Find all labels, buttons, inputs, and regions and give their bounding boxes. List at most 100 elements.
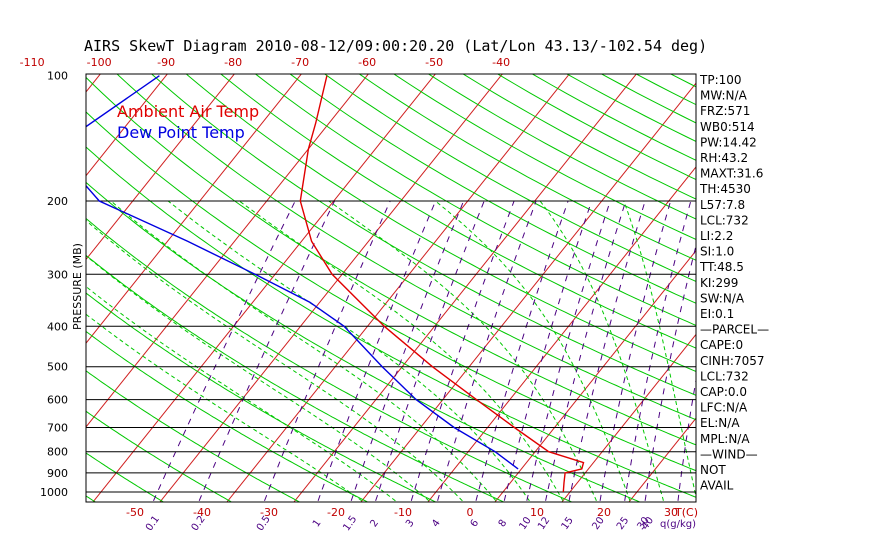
moist-adiabat-line: [239, 200, 564, 502]
dry-adiabat-line: [86, 452, 165, 502]
bottom-temp-tick: -40: [193, 506, 211, 519]
stat-line: CAPE:0: [700, 338, 743, 352]
top-temp-tick: -100: [87, 56, 112, 69]
top-temp-tick: -50: [425, 56, 443, 69]
stat-line: MW:N/A: [700, 89, 748, 103]
mixing-ratio-line: [526, 200, 611, 501]
air-temp-line: [299, 75, 585, 493]
moist-adiabat-line: [86, 255, 430, 502]
mixing-ratio-unit-label: q(g/kg): [660, 519, 696, 530]
isotherm-line: [226, 74, 570, 502]
mixing-ratio-line: [153, 200, 296, 502]
dry-adiabat-line: [0, 57, 33, 506]
y-axis-title: PRESSURE (MB): [71, 243, 84, 330]
mixing-ratio-line: [677, 377, 696, 501]
mixing-ratio-line: [644, 243, 696, 501]
pressure-tick-label: 200: [47, 195, 68, 208]
pressure-tick-label: 800: [47, 446, 68, 459]
mixing-ratio-line: [198, 200, 335, 501]
stat-line: —WIND—: [700, 447, 758, 461]
mixing-ratio-label: 8: [497, 518, 510, 530]
dry-adiabat-line: [86, 217, 574, 502]
dew-point-line: [86, 75, 519, 470]
mixing-ratio-line: [317, 200, 437, 501]
stat-line: EI:0.1: [700, 307, 734, 321]
mixing-ratio-line: [503, 200, 593, 501]
mixing-ratio-label: 2: [368, 518, 381, 530]
pressure-tick-label: 100: [47, 70, 68, 83]
mixing-ratio-label: 15: [560, 515, 576, 532]
stat-line: SI:1.0: [700, 245, 734, 259]
mixing-ratio-line: [568, 200, 646, 501]
dry-adiabat-line: [358, 74, 696, 261]
moist-adiabat-line: [539, 200, 664, 501]
stat-line: LCL:732: [700, 369, 749, 383]
chart-title: AIRS SkewT Diagram 2010-08-12/09:00:20.2…: [84, 37, 707, 55]
top-temp-tick: -70: [291, 56, 309, 69]
pressure-tick-label: 900: [47, 467, 68, 480]
plot-frame: [85, 73, 697, 503]
dry-adiabat-line: [116, 74, 696, 421]
dry-adiabat-line: [86, 370, 301, 502]
pressure-tick-label: 600: [47, 394, 68, 407]
bottom-temp-tick: 30: [664, 506, 678, 519]
dry-adiabat-line: [220, 74, 696, 349]
legend-dew-point: Dew Point Temp: [117, 123, 245, 142]
isotherm-line: [86, 74, 168, 177]
stat-line: TH:4530: [699, 182, 751, 196]
isotherm-line: [293, 74, 637, 502]
pressure-tick-labels: 100 200 300 400 500 600 700 800 900 1000: [40, 70, 68, 499]
stat-line: KI:299: [700, 276, 738, 290]
stat-line: CAP:0.0: [700, 385, 747, 399]
mixing-ratio-line: [545, 200, 627, 501]
bottom-temp-tick: -30: [260, 506, 278, 519]
series-lines: [86, 75, 585, 493]
isotherm-line: [86, 74, 302, 344]
mixing-ratio-line: [599, 200, 672, 501]
pressure-tick-label: 500: [47, 361, 68, 374]
isotherm-line: [92, 74, 436, 502]
mixing-ratio-label: 25: [615, 515, 631, 532]
stat-line: SW:N/A: [700, 291, 745, 305]
dry-adiabat-line: [86, 111, 696, 472]
bottom-temp-tick: -10: [394, 506, 412, 519]
isotherm-line: [360, 82, 696, 502]
dry-adiabat-line: [86, 254, 506, 502]
temp-unit-label: T(C): [674, 506, 698, 519]
legend-air-temp: Ambient Air Temp: [117, 102, 259, 121]
bottom-temp-tick: -50: [126, 506, 144, 519]
dry-adiabat-line: [254, 74, 696, 326]
dry-adiabat-line: [86, 410, 233, 502]
pressure-tick-label: 700: [47, 422, 68, 435]
stat-line: PW:14.42: [700, 135, 757, 149]
mixing-ratio-line: [264, 200, 391, 501]
bottom-temp-tick: -20: [327, 506, 345, 519]
moist-adiabat-line: [328, 200, 597, 501]
mixing-ratio-line: [624, 200, 692, 501]
stat-line: CINH:7057: [700, 354, 765, 368]
isotherm-line: [628, 417, 696, 502]
dry-adiabat-line: [185, 74, 696, 373]
top-temp-tick: -60: [358, 56, 376, 69]
isotherm-line: [494, 249, 696, 502]
stat-line: TT:48.5: [699, 260, 744, 274]
stat-line: MAXT:31.6: [700, 167, 763, 181]
dry-adiabat-line: [323, 74, 696, 283]
stat-line: WB0:514: [700, 120, 755, 134]
stat-line: —PARCEL—: [700, 323, 769, 337]
mixing-ratio-label: 1: [311, 518, 324, 530]
bottom-temperature-tick-labels: -50 -40 -30 -20 -10 0 10 20 30: [126, 506, 678, 519]
mixing-ratio-line: [475, 200, 569, 501]
top-temp-tick: -80: [224, 56, 242, 69]
isotherm-line: [757, 35, 870, 509]
pressure-tick-label: 300: [47, 268, 68, 281]
isotherm-line: [86, 74, 235, 261]
moist-adiabat-line: [86, 219, 463, 502]
isotherm-line: [824, 35, 870, 509]
stat-line: LCL:732: [700, 213, 749, 227]
pressure-tick-label: 1000: [40, 486, 68, 499]
moist-adiabat-line: [167, 200, 530, 502]
mixing-ratio-line: [350, 200, 465, 501]
stat-line: NOT: [700, 463, 726, 477]
